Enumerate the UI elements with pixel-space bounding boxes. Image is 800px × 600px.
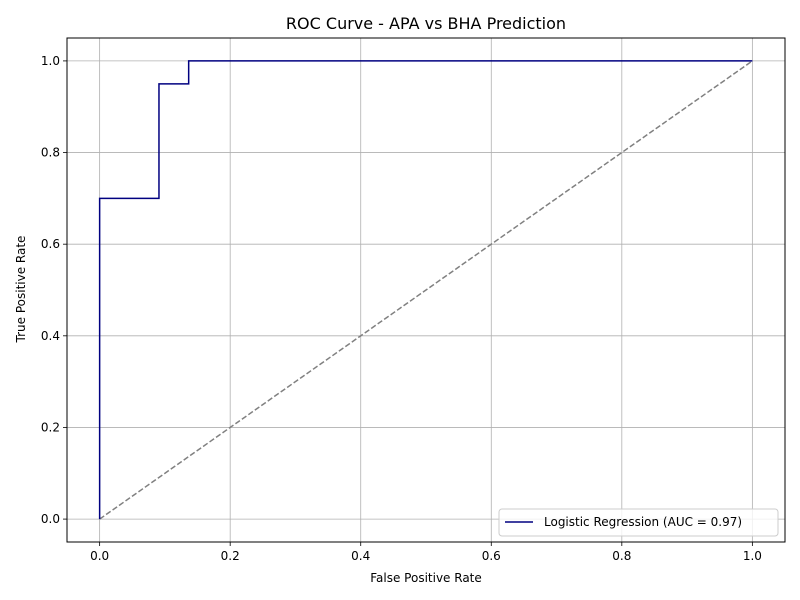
- y-tick-label: 1.0: [41, 54, 60, 68]
- y-tick-label: 0.8: [41, 146, 60, 160]
- legend: Logistic Regression (AUC = 0.97): [498, 508, 779, 537]
- x-tick-label: 0.4: [351, 549, 370, 563]
- plot-area-frame: [66, 37, 786, 543]
- y-axis-label: True Positive Rate: [14, 236, 28, 344]
- x-tick-label: 0.2: [221, 549, 240, 563]
- chart-title: ROC Curve - APA vs BHA Prediction: [286, 14, 566, 33]
- series-lines: [98, 60, 753, 520]
- y-tick-label: 0.2: [41, 420, 60, 434]
- x-axis-label: False Positive Rate: [370, 571, 482, 585]
- x-tick-label: 0.6: [482, 549, 501, 563]
- y-tick-label: 0.4: [41, 329, 60, 343]
- x-tick-label: 0.8: [612, 549, 631, 563]
- chance-diagonal-line: [99, 60, 753, 520]
- axis-ticks: 0.0 0.2 0.4 0.6 0.8 1.0 0.0 0.2 0.4 0.6 0.8 1.0: [41, 54, 762, 563]
- y-tick-label: 0.0: [41, 512, 60, 526]
- grid-lines: [67, 38, 785, 542]
- x-tick-label: 1.0: [743, 549, 762, 563]
- legend-label-logistic-regression: Logistic Regression (AUC = 0.97): [544, 515, 742, 529]
- y-tick-label: 0.6: [41, 237, 60, 251]
- legend-box: [498, 508, 779, 537]
- x-tick-label: 0.0: [90, 549, 109, 563]
- roc-curve-line: [98, 60, 753, 520]
